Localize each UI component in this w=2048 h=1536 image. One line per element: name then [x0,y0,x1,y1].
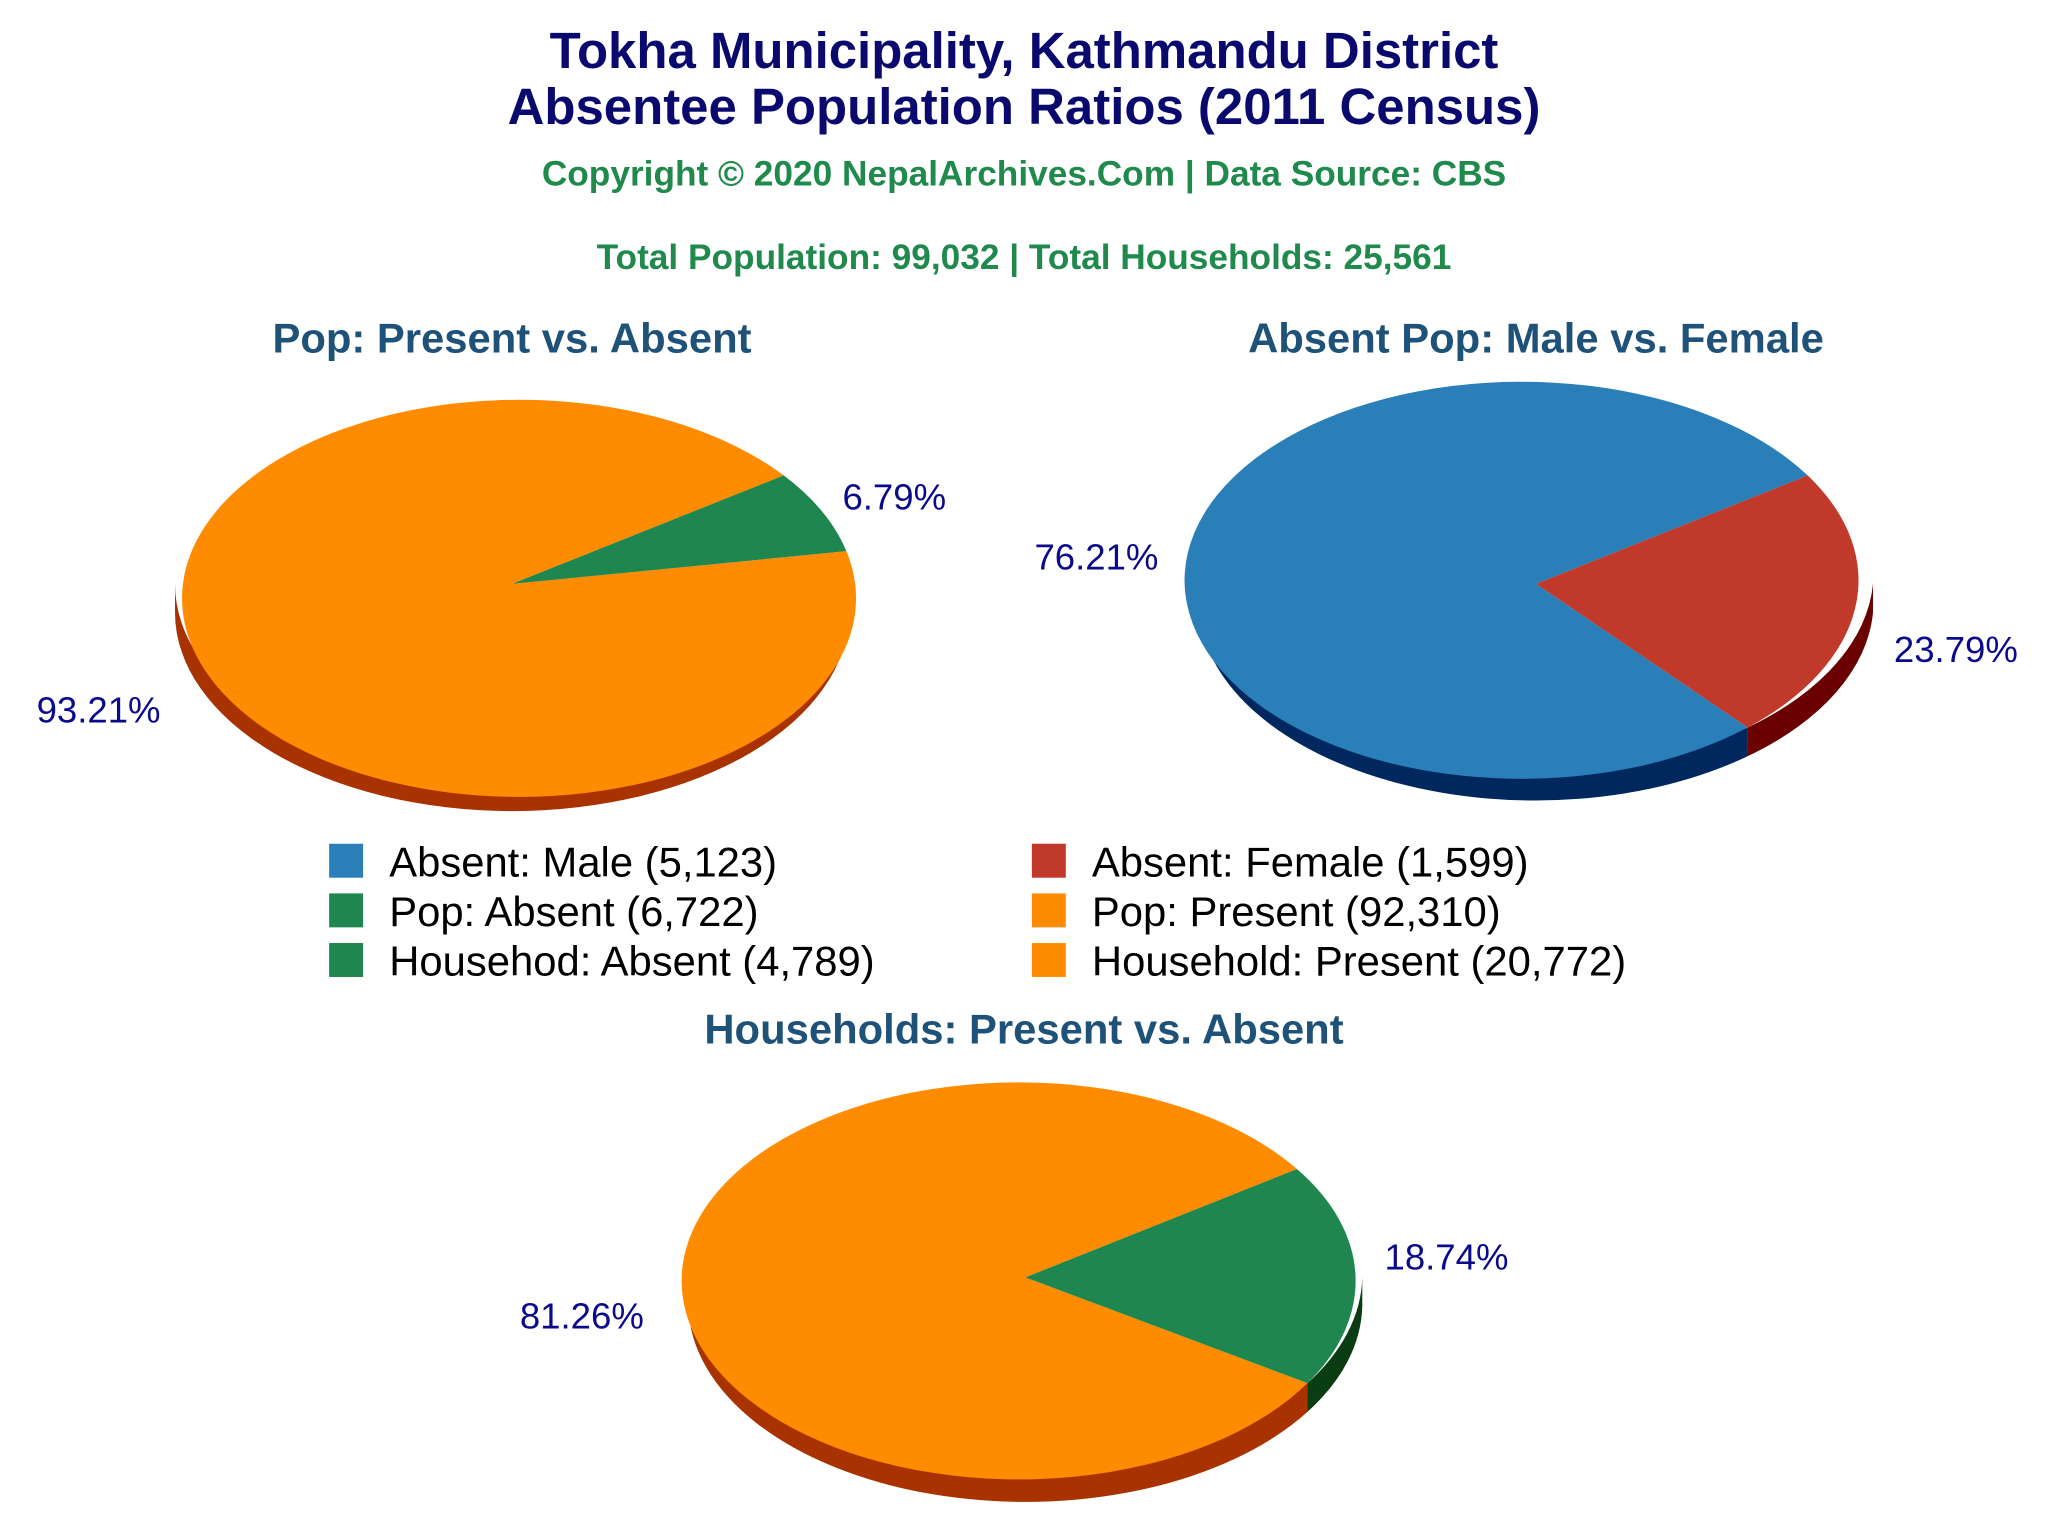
legend-item-pop-absent[interactable]: Pop: Absent (6,722) [329,888,759,935]
legend-swatch-household-present [1031,943,1066,977]
legend-label: Absent: Male (5,123) [389,838,777,885]
legend-item-absent-female[interactable]: Absent: Female (1,599) [1031,838,1529,885]
legend-label: Househod: Absent (4,789) [389,938,874,985]
pie-title-population: Pop: Present vs. Absent [272,315,751,362]
pct-label-absent: 18.74% [1384,1237,1508,1278]
legend-swatch-female [1031,843,1066,878]
chart-title-line-1: Tokha Municipality, Kathmandu District [550,22,1499,79]
pie-chart-households: Households: Present vs. Absent 81.26% 18… [520,1006,1509,1502]
chart-title-line-2: Absentee Population Ratios (2011 Census) [508,78,1541,135]
pie-chart-absent-gender: Absent Pop: Male vs. Female 76.21% 23.79… [1034,315,2018,801]
pct-label-present: 93.21% [37,689,161,730]
legend-item-household-present[interactable]: Household: Present (20,772) [1031,938,1626,985]
pie-slice-present[interactable] [681,1082,1308,1480]
pct-label-absent: 6.79% [842,476,946,517]
legend: Absent: Male (5,123) Absent: Female (1,5… [329,838,1626,985]
pct-label-male: 76.21% [1034,536,1158,577]
legend-swatch-male [329,843,364,878]
legend-label: Pop: Present (92,310) [1092,888,1501,935]
legend-label: Absent: Female (1,599) [1092,838,1529,885]
pie-slice-present[interactable] [182,399,857,797]
pie-title-households: Households: Present vs. Absent [704,1006,1343,1053]
copyright-line: Copyright © 2020 NepalArchives.Com | Dat… [542,154,1506,193]
legend-label: Household: Present (20,772) [1092,938,1626,985]
pie-side-absent [1307,1277,1363,1412]
legend-item-pop-present[interactable]: Pop: Present (92,310) [1031,888,1501,935]
legend-swatch-pop-absent [329,893,364,928]
legend-item-absent-male[interactable]: Absent: Male (5,123) [329,838,777,885]
legend-swatch-pop-present [1031,893,1066,928]
pie-slice-female[interactable] [1536,475,1859,728]
totals-line: Total Population: 99,032 | Total Househo… [597,238,1452,277]
pie-side-male [1199,583,1748,801]
pie-slice-male[interactable] [1184,381,1808,779]
legend-swatch-household-absent [329,943,364,977]
pie-title-absent-gender: Absent Pop: Male vs. Female [1248,315,1824,362]
legend-item-household-absent[interactable]: Househod: Absent (4,789) [329,938,875,985]
pie-side-female [1747,583,1873,757]
pie-slice-absent[interactable] [1025,1168,1356,1384]
legend-label: Pop: Absent (6,722) [389,888,758,935]
pie-slice-absent[interactable] [512,475,847,584]
pie-chart-population: Pop: Present vs. Absent 93.21% 6.79% [37,315,946,812]
pct-label-female: 23.79% [1894,629,2018,670]
pct-label-present: 81.26% [520,1295,644,1336]
